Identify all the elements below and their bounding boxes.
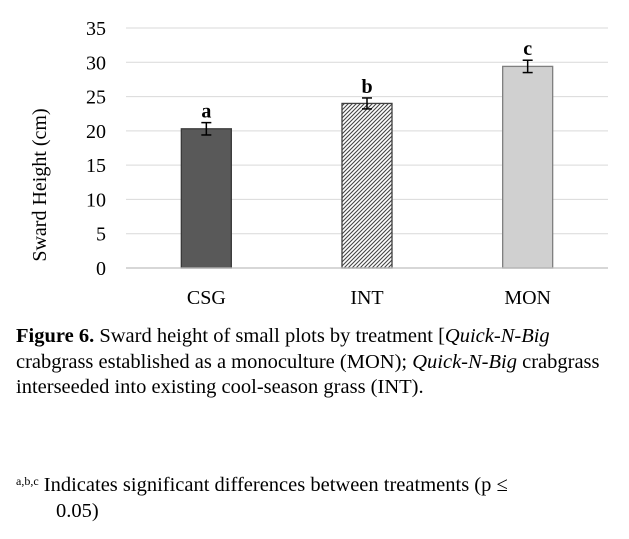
y-tick-label: 25 (86, 87, 106, 109)
significance-labels: a b c (201, 38, 532, 122)
y-tick-label: 10 (86, 189, 106, 211)
figure-caption: Figure 6. Sward height of small plots by… (16, 324, 614, 401)
figure-label: Figure 6. (16, 325, 95, 347)
caption-text-2: crabgrass established as a monoculture (… (16, 350, 413, 373)
bar-csg (180, 128, 232, 269)
category-label-csg: CSG (187, 287, 226, 309)
caption-text-3: crabgrass interseeded into existing cool… (16, 350, 600, 399)
y-tick-label: 15 (86, 155, 106, 177)
category-label-mon: MON (504, 287, 551, 309)
footnote-marker: a,b,c (16, 474, 39, 488)
footnote: a,b,c Indicates significant differences … (16, 468, 616, 524)
y-tick-label: 5 (96, 224, 106, 246)
error-bars (201, 59, 533, 136)
significance-label-csg: a (201, 101, 211, 123)
significance-label-mon: c (523, 38, 532, 60)
footnote-line-1: Indicates significant differences betwee… (38, 474, 508, 496)
category-label-int: INT (350, 287, 383, 309)
caption-italic-1: Quick-N-Big (444, 325, 550, 347)
bar-chart: 0 5 10 15 20 25 30 35 a b c CSG INT MON Sward Heigh… (29, 18, 608, 309)
y-tick-label: 35 (86, 18, 106, 40)
y-axis-label: Sward Height (cm) (29, 108, 51, 261)
bar-int (341, 102, 393, 269)
significance-label-int: b (361, 76, 372, 98)
y-tick-label: 30 (86, 52, 106, 74)
y-tick-label: 0 (96, 258, 106, 280)
category-labels: CSG INT MON (187, 287, 551, 309)
footnote-line-2: 0.05) (56, 500, 99, 522)
caption-italic-2: Quick-N-Big (412, 350, 517, 373)
caption-text-1: Sward height of small plots by treatment… (94, 325, 445, 347)
bar-mon (502, 65, 554, 269)
y-tick-labels: 0 5 10 15 20 25 30 35 (86, 18, 106, 280)
y-tick-label: 20 (86, 121, 106, 143)
